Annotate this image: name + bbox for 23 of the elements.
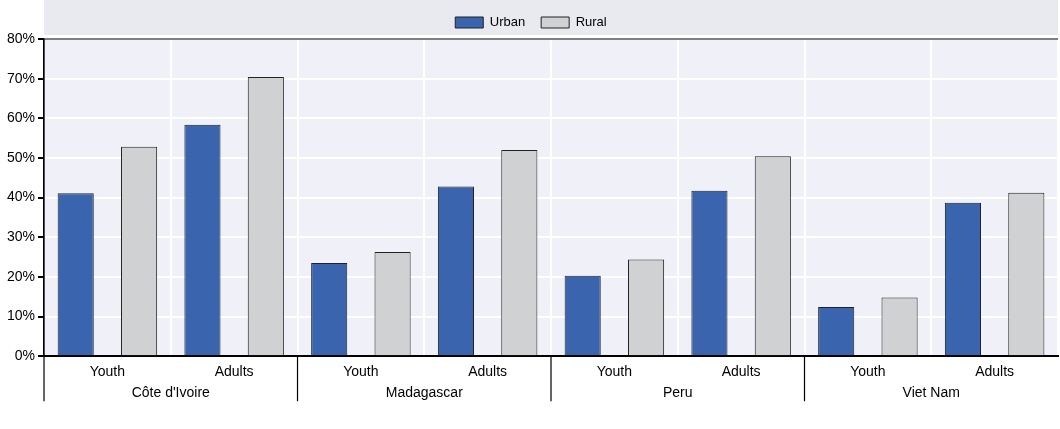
text: Peru [662, 384, 693, 401]
x-tick-label: Youth [850, 363, 886, 380]
y-tick-label: 20% [6, 267, 36, 284]
y-tick-label: 70% [6, 69, 36, 86]
x-tick-label: Adults [214, 363, 254, 380]
y-tick-label: 0% [14, 347, 36, 364]
x-tick-label: Adults [468, 363, 508, 380]
text: Côte d'Ivoire [131, 384, 211, 401]
legend-label: Urban [489, 14, 526, 30]
text: Madagascar [385, 384, 464, 401]
x-tick-label: Adults [721, 363, 761, 380]
y-tick-label: 10% [6, 307, 36, 324]
y-tick-label: 30% [6, 228, 36, 245]
x-tick-label: Youth [596, 363, 633, 380]
x-tick-label: Youth [343, 363, 379, 380]
x-tick-label: Youth [89, 363, 126, 380]
text: Viet Nam [902, 384, 960, 401]
legend-label: Rural [575, 14, 607, 30]
y-tick-label: 50% [6, 148, 36, 165]
y-tick-label: 60% [6, 109, 36, 126]
y-tick-label: 80% [6, 29, 36, 46]
x-tick-label: Adults [975, 363, 1015, 380]
y-tick-label: 40% [6, 188, 36, 205]
